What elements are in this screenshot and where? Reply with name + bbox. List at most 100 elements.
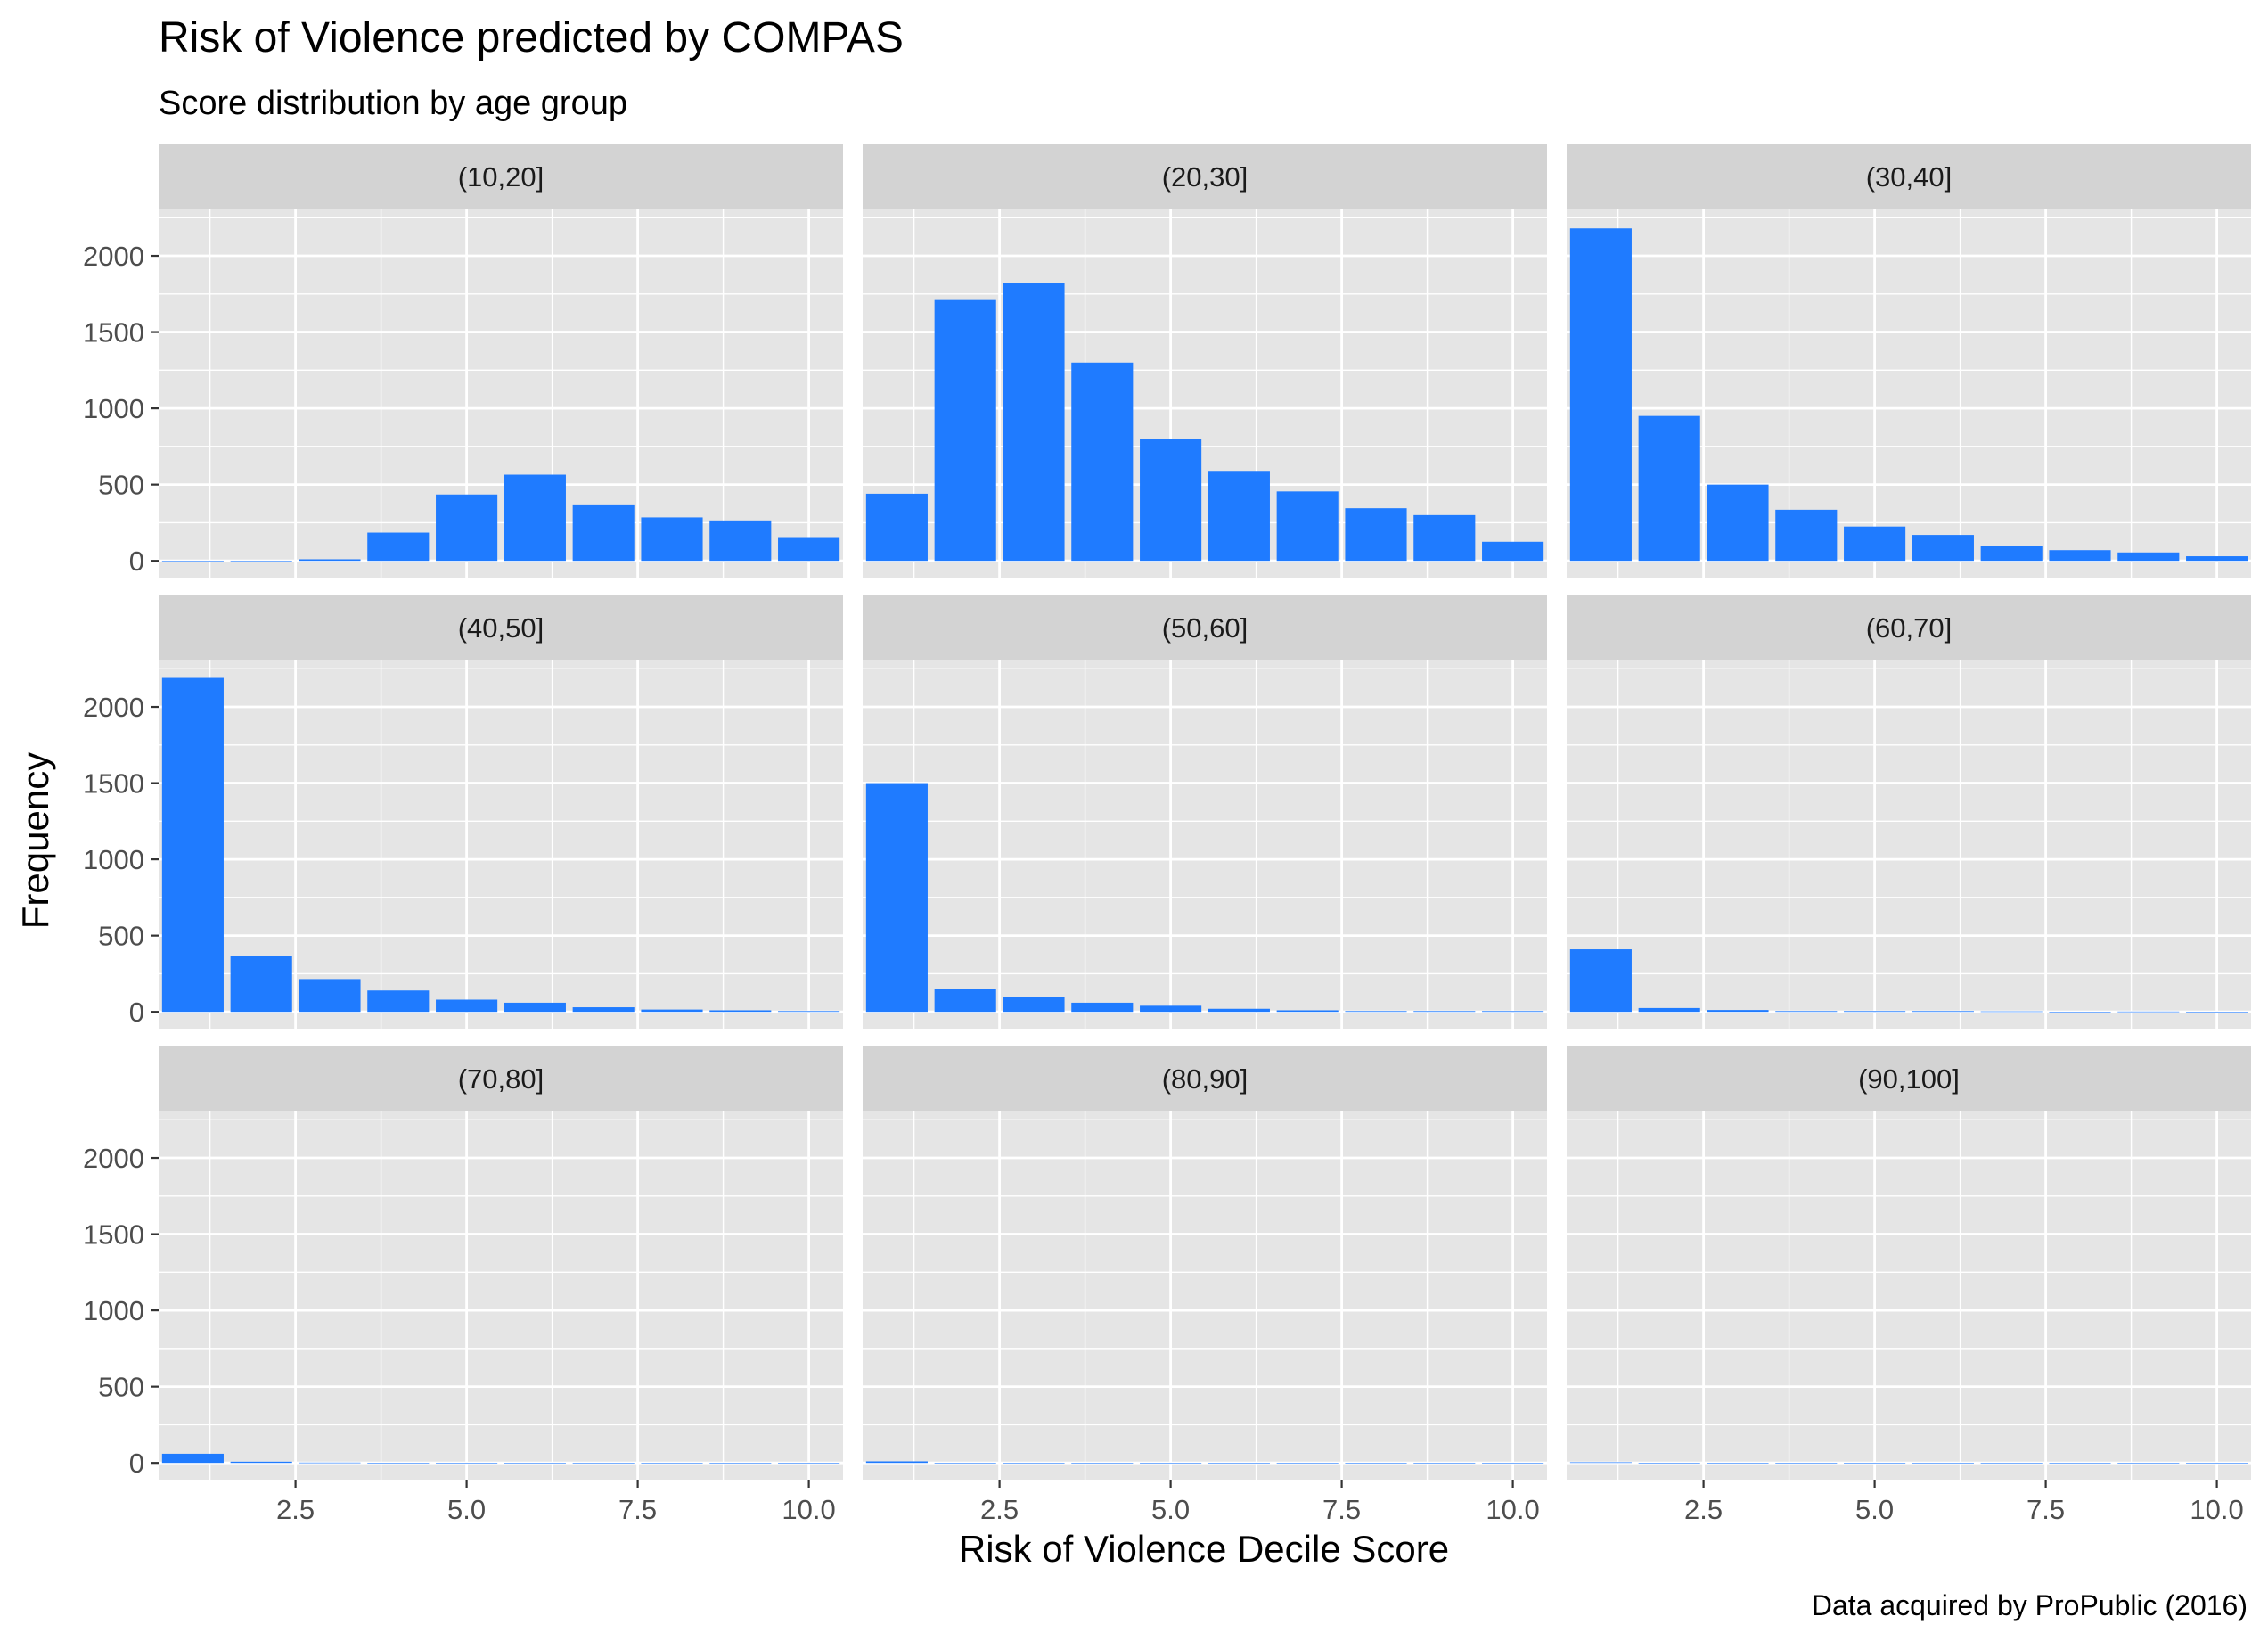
facet-panel: (90,100] 2.5 5.0 7.5 10.0 — [1567, 1046, 2251, 1525]
bar — [1276, 1010, 1339, 1013]
y-tick-label: 0 — [129, 997, 144, 1028]
bar — [778, 1463, 840, 1464]
bar — [1638, 1007, 1700, 1013]
chart-subtitle: Score distribution by age group — [159, 85, 627, 122]
bar — [1208, 471, 1270, 562]
bar — [865, 493, 928, 562]
bar — [1980, 546, 2043, 562]
bar — [1482, 1463, 1544, 1464]
x-tick-label: 7.5 — [1322, 1494, 1361, 1525]
bar — [865, 1461, 928, 1464]
bar — [2049, 550, 2111, 562]
bar — [1345, 1463, 1407, 1464]
facet-strip-label: (80,90] — [1162, 1063, 1249, 1095]
panel-background — [863, 660, 1547, 1029]
bar — [2117, 1011, 2180, 1013]
y-tick-label: 1500 — [83, 768, 144, 800]
y-tick-label: 2000 — [83, 1143, 144, 1174]
bar — [1569, 228, 1632, 562]
bar — [1912, 535, 1974, 562]
bar — [1775, 509, 1838, 562]
bar — [161, 561, 224, 562]
bar — [641, 1463, 703, 1464]
facet-strip — [159, 144, 843, 209]
bar — [161, 677, 224, 1013]
bar — [367, 990, 430, 1013]
x-tick-label: 7.5 — [618, 1494, 657, 1525]
bar — [1707, 1010, 1769, 1013]
bar — [1707, 1463, 1769, 1464]
facet-strip-label: (90,100] — [1858, 1063, 1960, 1095]
x-tick-label: 10.0 — [1486, 1494, 1539, 1525]
bar — [1208, 1463, 1270, 1464]
bar — [504, 1463, 566, 1464]
facet-panel: (70,80] 0 500 1000 1500 2000 2.5 5.0 7.5 10.0 — [83, 1046, 843, 1525]
bar — [709, 520, 772, 562]
y-tick-label: 500 — [98, 470, 144, 501]
facet-strip — [863, 1046, 1547, 1111]
bar — [1980, 1011, 2043, 1013]
bar — [778, 537, 840, 562]
facet-strip — [159, 1046, 843, 1111]
y-tick-label: 1000 — [83, 844, 144, 875]
bar — [1140, 439, 1202, 562]
bar — [2117, 1463, 2180, 1464]
x-tick-label: 2.5 — [1684, 1494, 1723, 1525]
bar — [1140, 1005, 1202, 1013]
bar — [709, 1463, 772, 1464]
facet-strip-label: (60,70] — [1866, 612, 1953, 644]
bar — [1003, 283, 1065, 562]
bar — [299, 979, 361, 1013]
x-axis-label: Risk of Violence Decile Score — [959, 1528, 1449, 1570]
bar — [230, 561, 292, 562]
bar — [1912, 1463, 1974, 1464]
bar — [1003, 997, 1065, 1013]
bar — [2186, 556, 2248, 562]
facet-strip-label: (40,50] — [458, 612, 544, 644]
bar — [367, 532, 430, 562]
y-axis-label: Frequency — [14, 752, 56, 929]
bar — [367, 1463, 430, 1464]
facet-strip — [1567, 1046, 2251, 1111]
bar — [1071, 1463, 1134, 1464]
bar — [934, 989, 996, 1013]
x-tick-label: 2.5 — [980, 1494, 1019, 1525]
bar — [299, 1462, 361, 1464]
facet-strip — [159, 595, 843, 660]
bar — [1345, 1011, 1407, 1013]
bar — [1140, 1463, 1202, 1464]
x-tick-label: 10.0 — [2190, 1494, 2243, 1525]
panel-background — [1567, 1111, 2251, 1480]
bar — [1844, 1463, 1906, 1464]
facet-strip-label: (30,40] — [1866, 161, 1953, 193]
bar — [1345, 508, 1407, 562]
y-tick-label: 1500 — [83, 317, 144, 349]
facet-panel: (20,30] — [863, 144, 1547, 578]
bar — [572, 1007, 635, 1013]
bar — [504, 474, 566, 562]
bar — [1638, 415, 1700, 562]
bar — [436, 1463, 498, 1464]
facet-strip-label: (10,20] — [458, 161, 544, 193]
bar — [641, 1009, 703, 1013]
bar — [1482, 541, 1544, 562]
y-tick-label: 1000 — [83, 1295, 144, 1326]
bar — [436, 999, 498, 1013]
y-tick-label: 0 — [129, 1448, 144, 1479]
bar — [1071, 1002, 1134, 1013]
y-tick-label: 1000 — [83, 393, 144, 424]
facet-strip-label: (50,60] — [1162, 612, 1249, 644]
facet-panel: (50,60] — [863, 595, 1547, 1029]
facet-panel: (10,20] 0 500 1000 1500 2000 — [83, 144, 843, 578]
panel-background — [863, 1111, 1547, 1480]
y-tick-label: 2000 — [83, 241, 144, 272]
bar — [436, 494, 498, 562]
bar — [2186, 1012, 2248, 1013]
x-tick-label: 5.0 — [1855, 1494, 1894, 1525]
bar — [2049, 1463, 2111, 1464]
bar — [230, 956, 292, 1013]
x-tick-label: 2.5 — [276, 1494, 315, 1525]
facet-panel: (80,90] 2.5 5.0 7.5 10.0 — [863, 1046, 1547, 1525]
bar — [572, 504, 635, 562]
bar — [1775, 1463, 1838, 1464]
